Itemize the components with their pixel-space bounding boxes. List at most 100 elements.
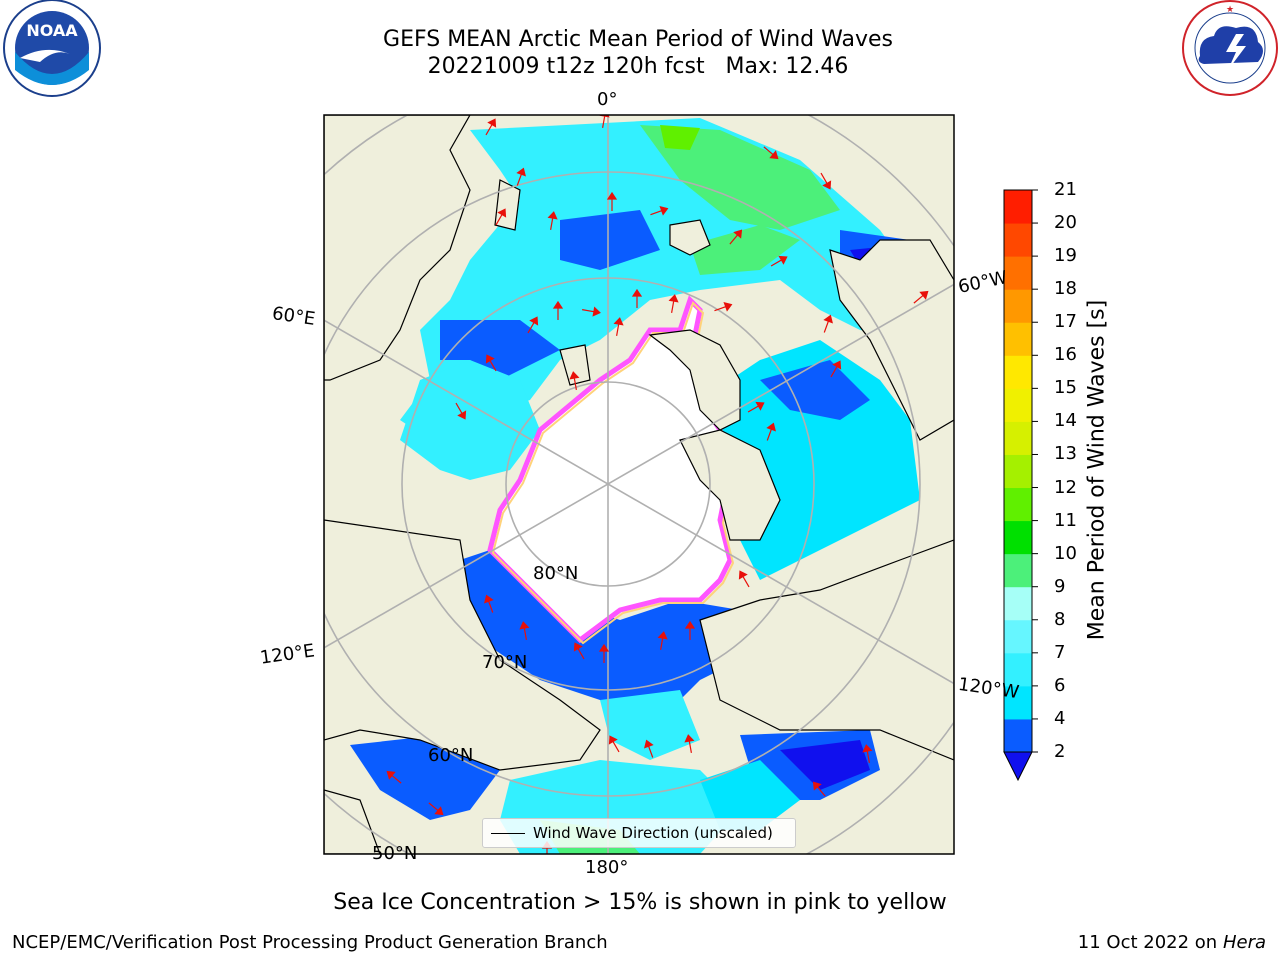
wind-arrow-icon: [714, 302, 733, 312]
map-legend: Wind Wave Direction (unscaled): [482, 818, 796, 848]
map-frame: [323, 114, 955, 855]
lat-label-60n: 60°N: [428, 745, 474, 766]
wind-arrow-icon: [386, 770, 402, 784]
wind-arrow-icon: [598, 643, 610, 663]
colorbar-tick-label: 6: [1054, 674, 1066, 696]
footer-host: Hera: [1222, 932, 1266, 953]
wind-arrow-icon: [631, 288, 643, 308]
wind-arrow-icon: [820, 172, 832, 190]
legend-label: Wind Wave Direction (unscaled): [533, 824, 773, 842]
svg-text:★: ★: [1226, 5, 1234, 15]
chart-subtitle: 20221009 t12z 120h fcst Max: 12.46: [427, 54, 849, 79]
wind-arrow-icon: [862, 744, 873, 763]
wind-arrow-icon: [516, 167, 526, 186]
wind-arrow-icon: [582, 306, 601, 317]
chart-title: GEFS MEAN Arctic Mean Period of Wind Wav…: [383, 27, 893, 52]
wind-arrow-icon: [766, 422, 776, 441]
wind-arrow-icon: [552, 300, 564, 320]
colorbar-segment: [1004, 421, 1032, 455]
wind-arrow-icon: [455, 402, 467, 420]
wind-arrow-icon: [812, 781, 826, 797]
colorbar-tick-label: 18: [1054, 278, 1077, 300]
lat-label-80n: 80°N: [533, 563, 579, 584]
wind-arrow-icon: [644, 739, 654, 758]
footer-date-text: 11 Oct 2022 on: [1077, 932, 1223, 953]
colorbar-segment: [1004, 289, 1032, 323]
wind-arrow-icon: [684, 620, 696, 640]
graticule: [324, 115, 954, 854]
lat-label-50n: 50°N: [372, 843, 418, 864]
footer-date: 11 Oct 2022 on Hera: [1078, 932, 1266, 953]
colorbar-tick-label: 12: [1054, 476, 1077, 498]
wind-arrow-icon: [527, 316, 539, 334]
wind-arrow-icon: [485, 118, 497, 136]
wind-arrow-icon: [729, 229, 743, 245]
colorbar-tick-label: 7: [1054, 641, 1066, 663]
colorbar-tick-label: 8: [1054, 608, 1066, 630]
colorbar: [1003, 189, 1038, 782]
wind-arrow-icon: [657, 631, 668, 650]
wind-arrow-icon: [606, 191, 618, 211]
colorbar-label: Mean Period of Wind Waves [s]: [1084, 299, 1110, 641]
wind-arrow-icon: [519, 621, 530, 640]
colorbar-segment: [1004, 685, 1032, 720]
colorbar-tick-label: 16: [1054, 344, 1077, 366]
wind-arrow-icon: [613, 317, 624, 336]
colorbar-segment: [1004, 619, 1032, 654]
legend-line-icon: [491, 832, 525, 834]
colorbar-tick-label: 15: [1054, 377, 1077, 399]
wind-arrow-icon: [763, 146, 779, 160]
map-area: [324, 115, 954, 854]
colorbar-under-extension: [1003, 751, 1033, 782]
wind-arrow-icon: [823, 314, 833, 333]
lon-label-0: 0°: [597, 89, 618, 110]
wind-arrow-icon: [547, 211, 558, 230]
wind-arrow-icon: [569, 371, 580, 390]
wind-arrows: [386, 115, 929, 854]
colorbar-frame: [1003, 189, 1033, 753]
colorbar-segment: [1004, 553, 1032, 588]
wind-arrow-icon: [830, 360, 842, 378]
wind-arrow-icon: [747, 401, 765, 413]
footer-credit: NCEP/EMC/Verification Post Processing Pr…: [12, 932, 608, 953]
noaa-logo-text: NOAA: [26, 21, 78, 40]
wind-arrow-icon: [913, 290, 929, 304]
colorbar-segment: [1004, 586, 1032, 621]
colorbar-segment: [1004, 256, 1032, 290]
colorbar-tick-label: 20: [1054, 212, 1077, 234]
colorbar-segment: [1004, 520, 1032, 555]
colorbar-tick-label: 9: [1054, 575, 1066, 597]
colorbar-tick-label: 13: [1054, 443, 1077, 465]
wind-arrow-icon: [495, 208, 507, 226]
colorbar-segment: [1004, 223, 1032, 257]
colorbar-tick-label: 14: [1054, 410, 1077, 432]
coastlines: [324, 115, 954, 854]
colorbar-segment: [1004, 190, 1032, 224]
wind-arrow-icon: [770, 255, 788, 267]
colorbar-tick-label: 10: [1054, 542, 1077, 564]
wind-arrow-icon: [484, 594, 494, 613]
colorbar-tick-label: 2: [1054, 741, 1066, 762]
wind-arrow-icon: [738, 570, 750, 588]
colorbar-segment: [1004, 652, 1032, 687]
colorbar-segment: [1004, 454, 1032, 489]
caption: Sea Ice Concentration > 15% is shown in …: [333, 890, 947, 915]
lat-label-70n: 70°N: [482, 652, 528, 673]
colorbar-segment: [1004, 487, 1032, 522]
wind-arrow-icon: [608, 735, 620, 753]
colorbar-tick-label: 19: [1054, 245, 1077, 267]
lon-label-180: 180°: [585, 857, 629, 878]
colorbar-segment: [1004, 322, 1032, 356]
noaa-logo-icon: NOAA: [3, 0, 101, 97]
colorbar-segment: [1004, 718, 1032, 753]
colorbar-tick-label: 17: [1054, 311, 1077, 333]
wind-arrow-icon: [650, 206, 669, 216]
wind-arrow-icon: [573, 642, 585, 660]
colorbar-tick-label: 21: [1054, 179, 1077, 200]
wind-arrow-icon: [684, 734, 695, 753]
colorbar-segment: [1004, 355, 1032, 389]
wind-arrow-icon: [428, 802, 444, 816]
wind-arrow-icon: [599, 115, 610, 128]
wind-arrow-icon: [485, 354, 497, 372]
